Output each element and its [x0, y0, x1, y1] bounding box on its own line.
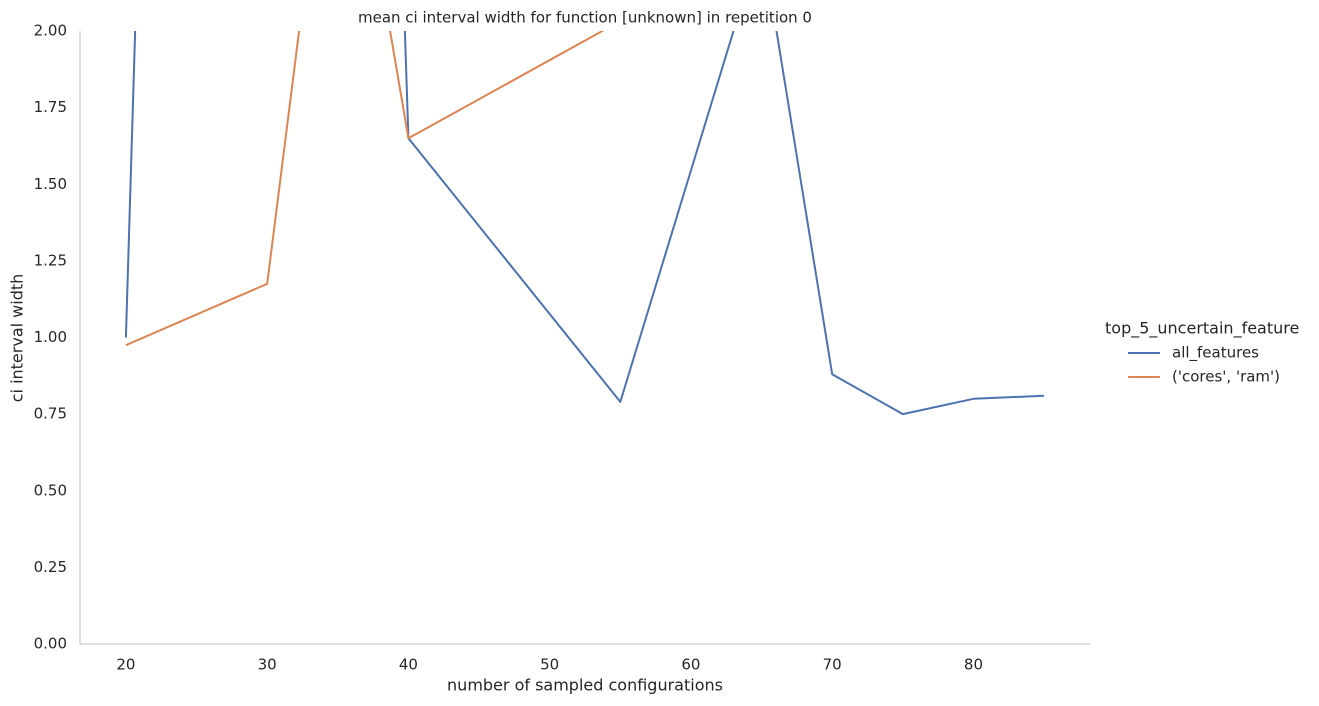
x-tick-label: 30: [258, 656, 277, 674]
x-tick-label: 40: [399, 656, 418, 674]
legend-title: top_5_uncertain_feature: [1105, 319, 1299, 339]
x-tick-label: 70: [823, 656, 842, 674]
y-tick-label: 0.50: [34, 481, 67, 499]
chart-title: mean ci interval width for function [unk…: [358, 9, 812, 27]
x-tick-label: 50: [540, 656, 559, 674]
y-tick-label: 2.00: [34, 22, 67, 40]
y-tick-label: 0.00: [34, 635, 67, 653]
y-axis-label: ci interval width: [8, 274, 27, 403]
y-tick-label: 1.50: [34, 175, 67, 193]
y-tick-label: 0.25: [34, 558, 67, 576]
x-tick-label: 80: [964, 656, 983, 674]
line: [125, 31, 605, 347]
plot-area: [124, 31, 1045, 416]
legend-label: all_features: [1172, 344, 1259, 363]
x-axis-label: number of sampled configurations: [447, 676, 723, 695]
y-tick-label: 1.00: [34, 328, 67, 346]
x-tick-label: 60: [681, 656, 700, 674]
y-tick-label: 0.75: [34, 405, 67, 423]
line: [124, 31, 1045, 416]
y-tick-label: 1.25: [34, 251, 67, 269]
y-tick-label: 1.75: [34, 98, 67, 116]
legend-label: ('cores', 'ram'): [1172, 368, 1280, 386]
x-tick-label: 20: [116, 656, 135, 674]
